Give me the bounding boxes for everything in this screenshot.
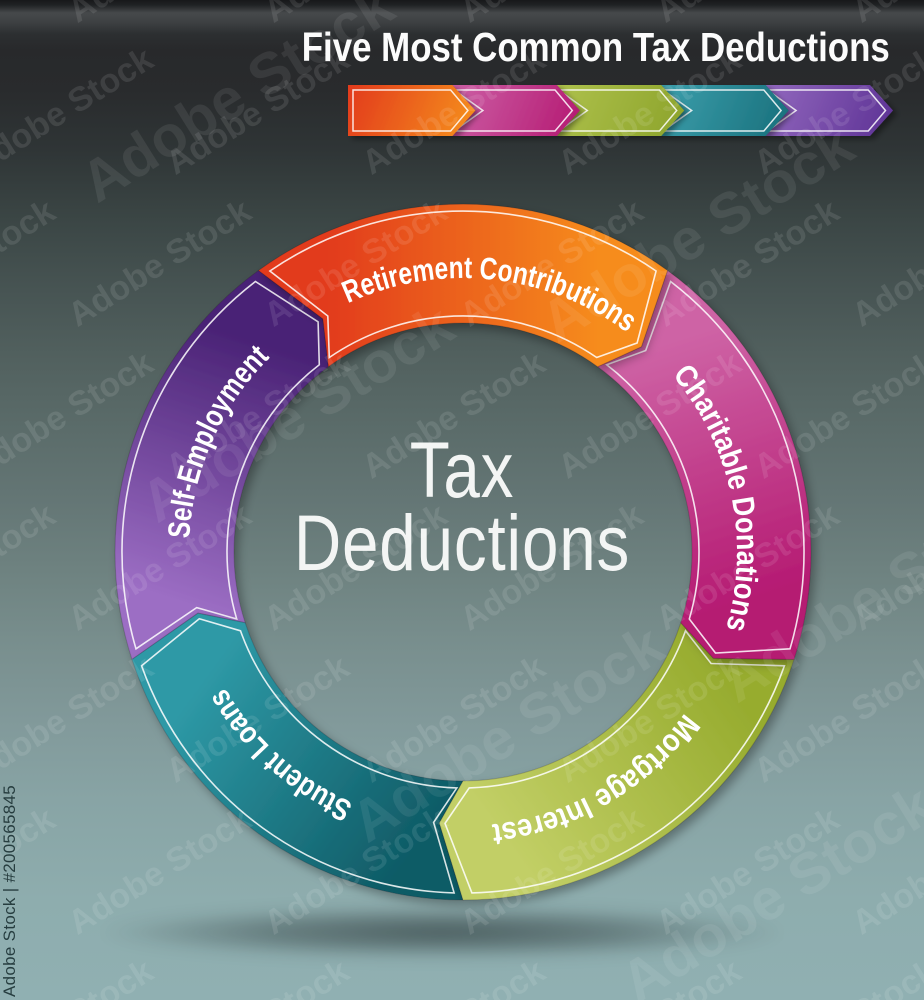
ring-segment [131, 612, 464, 901]
arrow-step-inline [352, 89, 469, 132]
arrow-step-inline [765, 89, 887, 132]
process-arrow-bar [348, 85, 893, 136]
ground-shadow [92, 905, 792, 960]
ring-segment-inline [444, 629, 786, 894]
center-line-2: Deductions [293, 498, 631, 587]
ring-segment [438, 621, 795, 901]
ring-segment-inline [121, 280, 321, 651]
arrow-step [348, 85, 476, 136]
arrow-step-inline [451, 89, 574, 132]
center-line-1: Tax [409, 425, 515, 514]
arrow-step [556, 85, 685, 136]
arrow-step [765, 85, 893, 136]
arrow-step [452, 85, 580, 136]
arrow-step [661, 85, 789, 136]
page-title: Five Most Common Tax Deductions [301, 24, 890, 70]
ring-segment [596, 269, 812, 661]
ring-segment-inline [605, 280, 805, 654]
arrow-step-inline [660, 89, 783, 132]
ring-center-title: Tax Deductions [79, 425, 846, 587]
stock-credit: Adobe Stock | #200565845 [0, 784, 19, 997]
ring-segment [257, 203, 669, 368]
arrow-step-inline [556, 89, 678, 132]
ring-segment-inline [268, 210, 658, 359]
ring-segment-inline [140, 617, 459, 894]
tax-deductions-ring [114, 203, 812, 901]
